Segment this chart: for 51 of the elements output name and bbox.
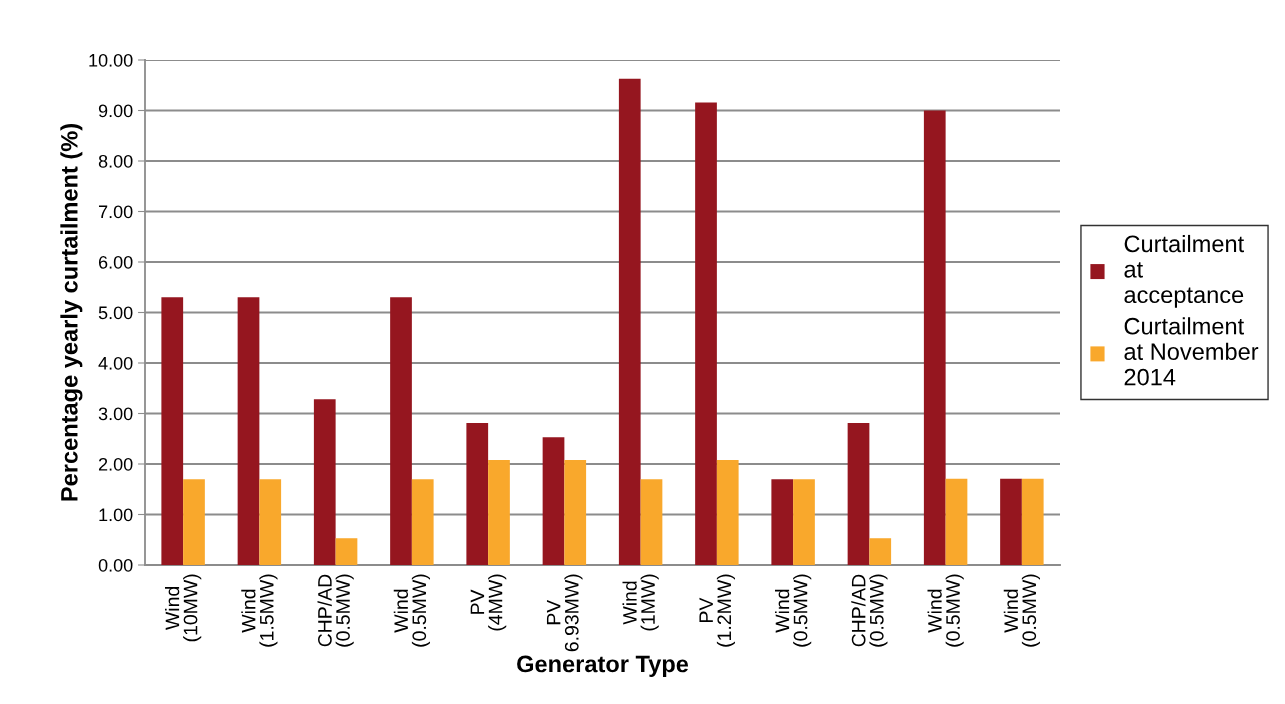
y-tick-label: 10.00 [89,53,133,67]
y-axis-title: Percentage yearly curtailment (%) [60,124,83,501]
x-tick-label: Wind (10MW) [165,574,202,642]
bar [237,297,260,565]
x-tick-label: CHP/AD (0.5MW) [317,574,354,647]
x-tick-label: PV (1.2MW) [699,574,735,647]
bar [313,399,336,565]
y-tick-label: 8.00 [98,154,133,168]
legend-label: Curtailment at acceptance [1124,234,1244,308]
bar [640,479,663,565]
bar [564,459,587,565]
bar [183,479,205,565]
bar [793,479,815,565]
y-tick-label: 3.00 [98,407,133,421]
bar [716,459,739,565]
y-tick-label: 0.00 [98,558,133,572]
x-tick-label: CHP/AD (0.5MW) [851,574,888,647]
x-tick-label: Wind (0.5MW) [927,574,964,647]
bar [411,479,434,565]
x-tick-label: Wind (0.5MW) [775,574,812,647]
x-tick-label: Wind (1.5MW) [241,574,278,647]
y-tick-label: 4.00 [98,356,133,370]
bar [771,479,794,565]
bar [1000,478,1022,565]
bar [847,423,870,565]
y-tick-label: 1.00 [99,508,133,522]
bar [335,538,358,565]
y-tick-label: 5.00 [98,306,133,320]
bar [869,538,892,565]
bar [488,459,510,565]
bar [466,423,489,565]
y-tick-label: 6.00 [98,255,133,269]
bar [618,78,641,565]
bar [945,478,968,565]
bar [161,297,184,565]
bar [542,437,565,565]
legend-label: Curtailment at November 2014 [1124,317,1259,386]
bar [923,110,946,565]
y-tick-label: 7.00 [98,205,133,219]
y-tick-label: 2.00 [98,457,133,471]
x-axis-title: Generator Type [517,655,689,677]
bar [390,297,412,565]
x-tick-label: PV 6.93MW) [546,574,583,652]
x-tick-label: Wind (0.5MW) [393,574,430,647]
bar [1021,478,1044,565]
x-tick-label: Wind (0.5MW) [1003,574,1040,647]
y-tick-label: 9.00 [98,104,133,118]
x-tick-label: Wind (1MW) [622,574,659,631]
bar [695,102,717,565]
x-tick-label: PV (4MW) [470,574,507,631]
bar [259,479,282,565]
